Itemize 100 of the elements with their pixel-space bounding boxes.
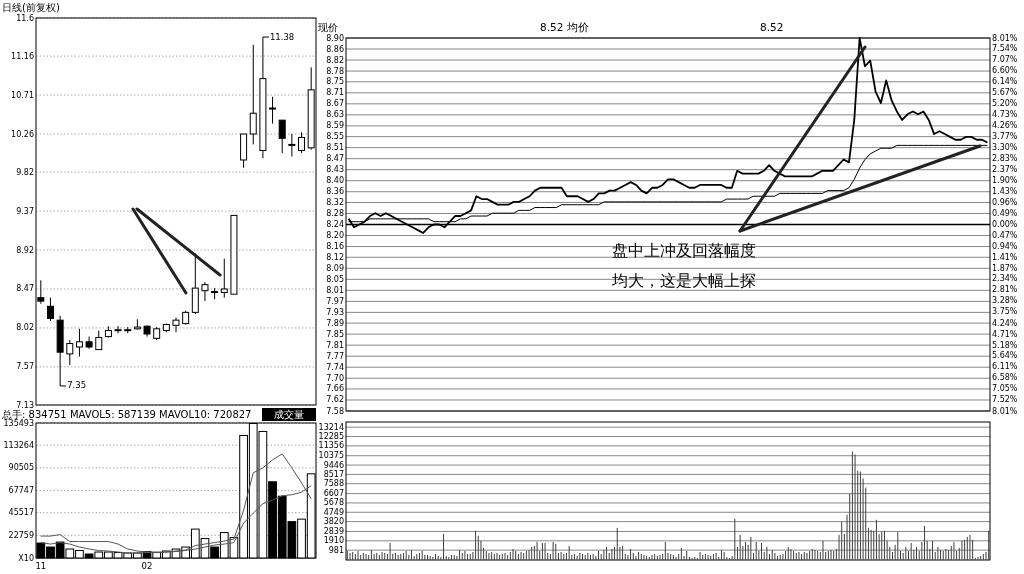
y-tick-label: 45517	[8, 508, 34, 518]
candlestick	[46, 297, 54, 322]
annotation: 11.38	[269, 31, 295, 42]
y-tick-label: 7.74	[326, 362, 344, 372]
y-axis-title: 现价	[318, 22, 338, 33]
annotation: 7.35	[67, 380, 87, 391]
y-tick-label: 7.62	[326, 395, 344, 405]
candlestick	[298, 131, 306, 154]
y-tick-label: 7.81	[326, 340, 344, 350]
y2-tick-label: 2.83%	[992, 154, 1018, 164]
y-tick-label: 8.20	[326, 231, 344, 241]
y-tick-label: 8517	[323, 469, 344, 479]
y-tick-label: 1910	[323, 536, 344, 546]
y-tick-label: 7.93	[326, 307, 344, 317]
y-tick-label: 8.86	[326, 44, 344, 54]
annotation: 均大，这是大幅上探	[611, 270, 756, 290]
y-tick-label: 7588	[323, 479, 344, 489]
y-tick-label: 8.43	[326, 165, 344, 175]
y-tick-label: 8.24	[326, 220, 344, 229]
y2-tick-label: 4.73%	[992, 109, 1018, 119]
y2-tick-label: 8.01%	[992, 33, 1018, 43]
y2-tick-label: 0.49%	[992, 208, 1018, 218]
y-tick-label: 6607	[323, 489, 344, 499]
candlestick	[172, 317, 180, 333]
y-tick-label: 2839	[323, 526, 344, 536]
y2-tick-label: 7.52%	[992, 395, 1018, 405]
y2-tick-label: 1.43%	[992, 186, 1018, 196]
y2-tick-label: 8.01%	[992, 406, 1018, 416]
y2-tick-label: 3.30%	[992, 143, 1018, 153]
candlestick	[201, 281, 209, 302]
y2-tick-label: 6.14%	[992, 77, 1018, 87]
y-tick-label: 7.58	[326, 406, 344, 416]
y-tick-label: 7.85	[326, 329, 344, 339]
y-tick-label: 7.13	[16, 400, 34, 410]
line-series	[40, 453, 312, 554]
y2-tick-label: 3.77%	[992, 132, 1018, 142]
y2-tick-label: 5.64%	[992, 351, 1018, 361]
y-tick-label: 90505	[8, 463, 34, 473]
y2-tick-label: 3.75%	[992, 307, 1018, 317]
y2-tick-label: 6.58%	[992, 373, 1018, 383]
y-tick-label: 8.92	[16, 245, 34, 255]
y2-tick-label: 1.41%	[992, 252, 1018, 262]
y-tick-label: X10	[18, 553, 34, 563]
y-tick-label: 7.77	[326, 351, 344, 361]
y-tick-label: 8.82	[326, 55, 344, 65]
y2-tick-label: 4.71%	[992, 329, 1018, 339]
y-tick-label: 135493	[3, 418, 34, 428]
y-tick-label: 981	[328, 545, 344, 555]
y2-tick-label: 5.20%	[992, 98, 1018, 108]
y2-tick-label: 6.11%	[992, 362, 1018, 372]
chart-title: 总手: 834751 MAVOL5: 587139 MAVOL10: 720827	[1, 409, 252, 420]
y2-tick-label: 0.00%	[992, 220, 1018, 229]
y2-tick-label: 0.96%	[992, 197, 1018, 207]
y-tick-label: 8.71	[326, 88, 344, 98]
annotation: 盘中上冲及回落幅度	[612, 240, 756, 260]
text: 8.52 均价	[540, 21, 589, 33]
candlestick	[95, 330, 103, 351]
y-tick-label: 8.78	[326, 66, 344, 76]
y-tick-label: 3820	[323, 517, 344, 527]
y-tick-label: 4749	[323, 507, 344, 517]
y-tick-label: 8.32	[326, 197, 344, 207]
y2-tick-label: 0.47%	[992, 230, 1018, 240]
y-tick-label: 8.40	[326, 176, 344, 186]
y-tick-label: 67747	[8, 486, 34, 495]
y-tick-label: 5678	[323, 498, 344, 508]
y-tick-label: 7.70	[326, 373, 344, 383]
y2-tick-label: 2.37%	[992, 164, 1018, 174]
y2-tick-label: 3.28%	[992, 296, 1018, 306]
y-tick-label: 7.97	[326, 296, 344, 306]
y-tick-label: 8.47	[16, 284, 34, 294]
y2-tick-label: 7.07%	[992, 55, 1018, 65]
y-tick-label: 9446	[323, 460, 344, 470]
chart-title: 日线(前复权)	[2, 2, 60, 13]
y-tick-label: 8.02	[16, 323, 34, 333]
y-tick-label: 8.59	[326, 121, 344, 131]
y-tick-label: 11.6	[16, 13, 34, 23]
y2-tick-label: 4.26%	[992, 120, 1018, 130]
y-tick-label: 12285	[318, 432, 344, 442]
y-tick-label: 8.12	[326, 252, 344, 262]
y-tick-label: 22759	[8, 530, 34, 540]
y-tick-label: 9.82	[16, 167, 34, 177]
y-tick-label: 13214	[318, 422, 344, 432]
y2-tick-label: 0.94%	[992, 241, 1018, 251]
y-tick-label: 8.67	[326, 99, 344, 109]
y-tick-label: 8.63	[326, 110, 344, 120]
y2-tick-label: 7.54%	[992, 44, 1018, 54]
y2-tick-label: 1.90%	[992, 175, 1018, 185]
y-tick-label: 11.16	[11, 51, 34, 61]
y-tick-label: 8.01	[326, 285, 344, 295]
candlestick	[66, 339, 74, 366]
y-tick-label: 8.09	[326, 263, 344, 273]
y-tick-label: 8.05	[326, 274, 344, 284]
y-tick-label: 7.89	[326, 318, 344, 328]
y-tick-label: 7.66	[326, 384, 344, 394]
candlestick	[269, 96, 277, 125]
text: 8.52	[760, 21, 784, 33]
y-tick-label: 8.16	[326, 242, 344, 252]
y-tick-label: 8.55	[326, 132, 344, 142]
y2-tick-label: 5.18%	[992, 340, 1018, 350]
candlestick	[288, 133, 296, 158]
